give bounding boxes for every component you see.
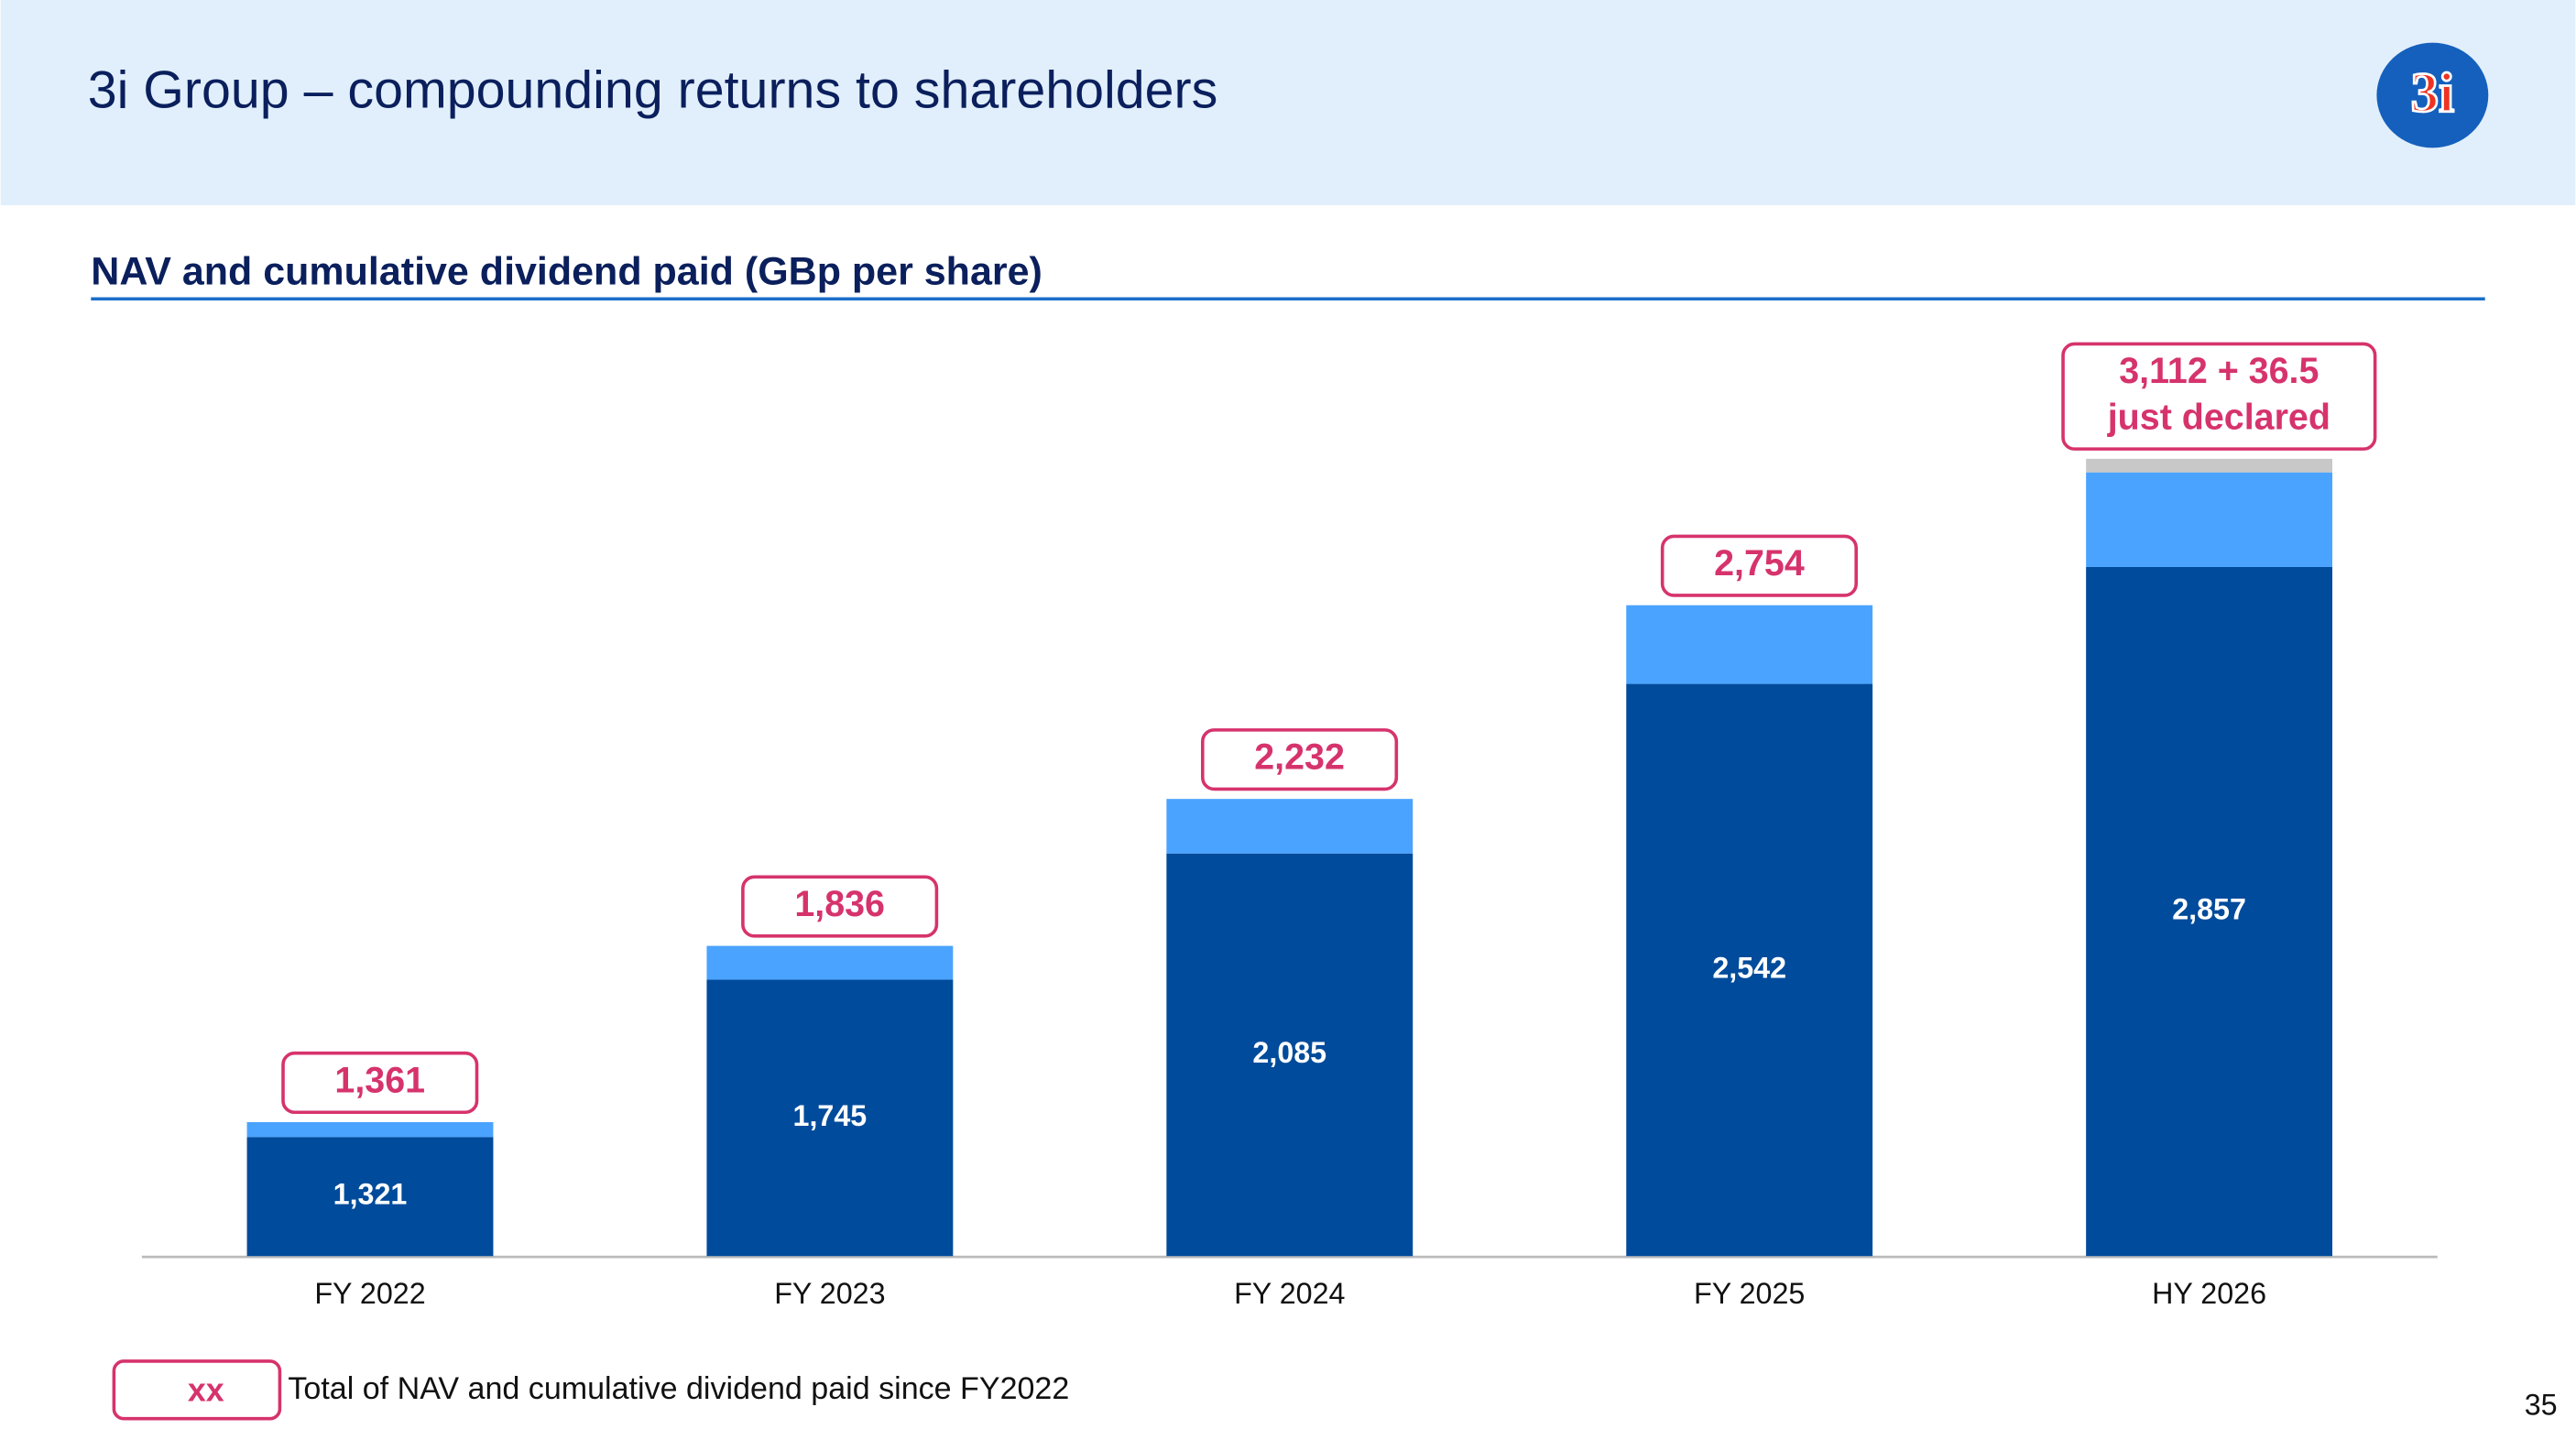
bar-segment [706,945,954,980]
page-number: 35 [2525,1389,2558,1422]
total-label: 1,361 [334,1060,425,1100]
total-label: 2,232 [1254,737,1345,778]
total-label: just declared [2107,397,2330,437]
bar-value-label: 2,857 [2172,893,2246,926]
bar-segment [1626,683,1873,1257]
bar-value-label: 2,542 [1712,951,1786,984]
total-label: 2,754 [1714,543,1805,584]
x-tick-label: FY 2024 [1234,1277,1345,1310]
logo-badge [2376,42,2489,148]
x-tick-label: FY 2022 [314,1277,425,1310]
total-box [281,1051,479,1115]
bar-segment [2086,458,2333,473]
bar-segment [1626,605,1873,684]
total-label: 3,112 + 36.5 [2119,351,2319,391]
bar-value-label: 2,085 [1252,1036,1326,1069]
bar-segment [706,979,954,1257]
total-box [2061,342,2377,451]
x-tick-label: FY 2023 [774,1277,885,1310]
total-label: 1,836 [794,884,885,924]
x-tick-label: HY 2026 [2152,1277,2266,1310]
legend-text: Total of NAV and cumulative dividend pai… [288,1371,1069,1406]
header-band [0,0,2576,206]
bar-value-label: 1,321 [333,1178,408,1211]
total-box [1200,728,1399,791]
total-box [1660,534,1858,597]
bar-segment [246,1137,494,1257]
bar-segment [2086,472,2333,567]
chart-subtitle: NAV and cumulative dividend paid (GBp pe… [91,250,1042,294]
legend-key-box [112,1359,282,1421]
slide-title: 3i Group – compounding returns to shareh… [88,60,1218,119]
total-box [741,875,939,938]
logo-text: 3i [2411,63,2454,125]
bar-segment [246,1122,494,1138]
x-tick-label: FY 2025 [1694,1277,1805,1310]
legend-key: xx [188,1371,224,1408]
bar-segment [1166,799,1414,854]
bar-segment [2086,566,2333,1257]
bar-value-label: 1,745 [793,1099,868,1132]
bar-segment [1166,853,1414,1257]
